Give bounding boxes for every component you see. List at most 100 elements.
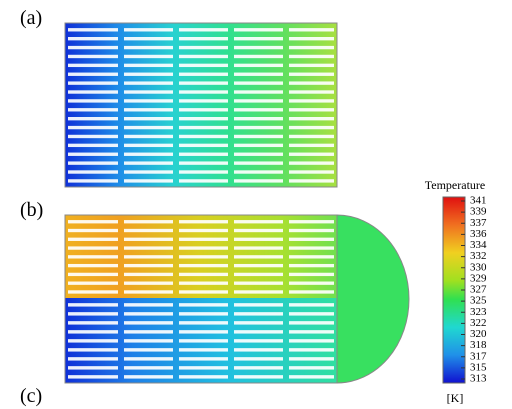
channel	[289, 170, 334, 174]
channel	[289, 134, 334, 139]
channel	[124, 348, 173, 352]
channel	[124, 357, 173, 361]
channel	[68, 321, 118, 325]
tick-label: 339	[470, 206, 487, 218]
channel	[124, 255, 173, 259]
channel	[234, 339, 283, 343]
channel	[179, 108, 228, 112]
channel	[68, 312, 118, 316]
channel	[124, 81, 173, 85]
channel	[124, 263, 173, 268]
channel	[179, 72, 228, 76]
channel	[179, 281, 228, 285]
channel	[234, 321, 283, 325]
manifold-cap	[336, 214, 410, 384]
channel	[179, 357, 228, 361]
channel	[234, 108, 283, 112]
channel	[124, 28, 173, 32]
channel	[234, 125, 283, 130]
channel	[234, 357, 283, 361]
panel-label: (b)	[20, 199, 43, 221]
channel	[124, 54, 173, 59]
channel	[68, 108, 118, 112]
channel	[124, 237, 173, 241]
channel	[68, 134, 118, 139]
channel	[234, 255, 283, 259]
channel	[179, 152, 228, 156]
channel	[68, 117, 118, 121]
channel	[234, 220, 283, 224]
channel	[68, 290, 118, 294]
colorbar-ticks: 3413393373363343323303293273253233223203…	[461, 195, 487, 385]
channel	[234, 90, 283, 94]
channel	[289, 72, 334, 76]
channel	[68, 330, 118, 334]
channel	[124, 72, 173, 76]
channel	[124, 63, 173, 68]
channel	[234, 290, 283, 294]
channel	[289, 228, 334, 233]
tick-label: 336	[470, 228, 487, 240]
channel	[68, 237, 118, 241]
channel	[289, 357, 334, 361]
channel	[68, 375, 118, 379]
channel	[124, 321, 173, 325]
channel	[234, 152, 283, 156]
channel	[234, 54, 283, 59]
channel	[289, 272, 334, 277]
panel-label: (c)	[20, 385, 42, 407]
channel	[289, 90, 334, 94]
channel	[234, 117, 283, 121]
channel	[289, 246, 334, 250]
colorbar-title: Temperature	[425, 178, 485, 192]
channel	[124, 143, 173, 148]
tick-label: 325	[470, 295, 487, 307]
channel	[234, 170, 283, 174]
channel	[179, 272, 228, 277]
channel	[289, 152, 334, 156]
tick-label: 341	[470, 195, 487, 207]
channel	[124, 290, 173, 294]
channel	[179, 237, 228, 241]
channel	[234, 281, 283, 285]
channel	[234, 366, 283, 370]
channel	[68, 54, 118, 59]
tick-label: 327	[470, 284, 487, 296]
channel	[68, 72, 118, 76]
channel	[68, 28, 118, 32]
channel	[289, 63, 334, 68]
channel	[124, 246, 173, 250]
channel	[179, 45, 228, 50]
channel	[234, 246, 283, 250]
channel	[124, 45, 173, 50]
channel	[124, 339, 173, 343]
channel	[289, 312, 334, 316]
channel	[234, 330, 283, 334]
channel	[68, 348, 118, 352]
channel	[289, 37, 334, 41]
channel	[234, 375, 283, 379]
channel	[124, 375, 173, 379]
channel	[179, 134, 228, 139]
channel	[179, 228, 228, 233]
channel	[124, 152, 173, 156]
channel	[68, 90, 118, 94]
channel	[179, 54, 228, 59]
channel	[68, 220, 118, 224]
channel	[234, 143, 283, 148]
tick-label: 317	[470, 350, 487, 362]
panel-b-frame	[64, 214, 338, 384]
channel	[179, 330, 228, 334]
channel	[124, 179, 173, 183]
tick-label: 315	[470, 361, 487, 373]
channel	[289, 290, 334, 294]
channel	[179, 255, 228, 259]
channel	[289, 28, 334, 32]
channel	[234, 179, 283, 183]
channel	[68, 99, 118, 103]
channel	[234, 161, 283, 165]
channel	[234, 72, 283, 76]
tick-label: 334	[470, 239, 487, 251]
channel	[179, 63, 228, 68]
tick-label: 318	[470, 339, 487, 351]
